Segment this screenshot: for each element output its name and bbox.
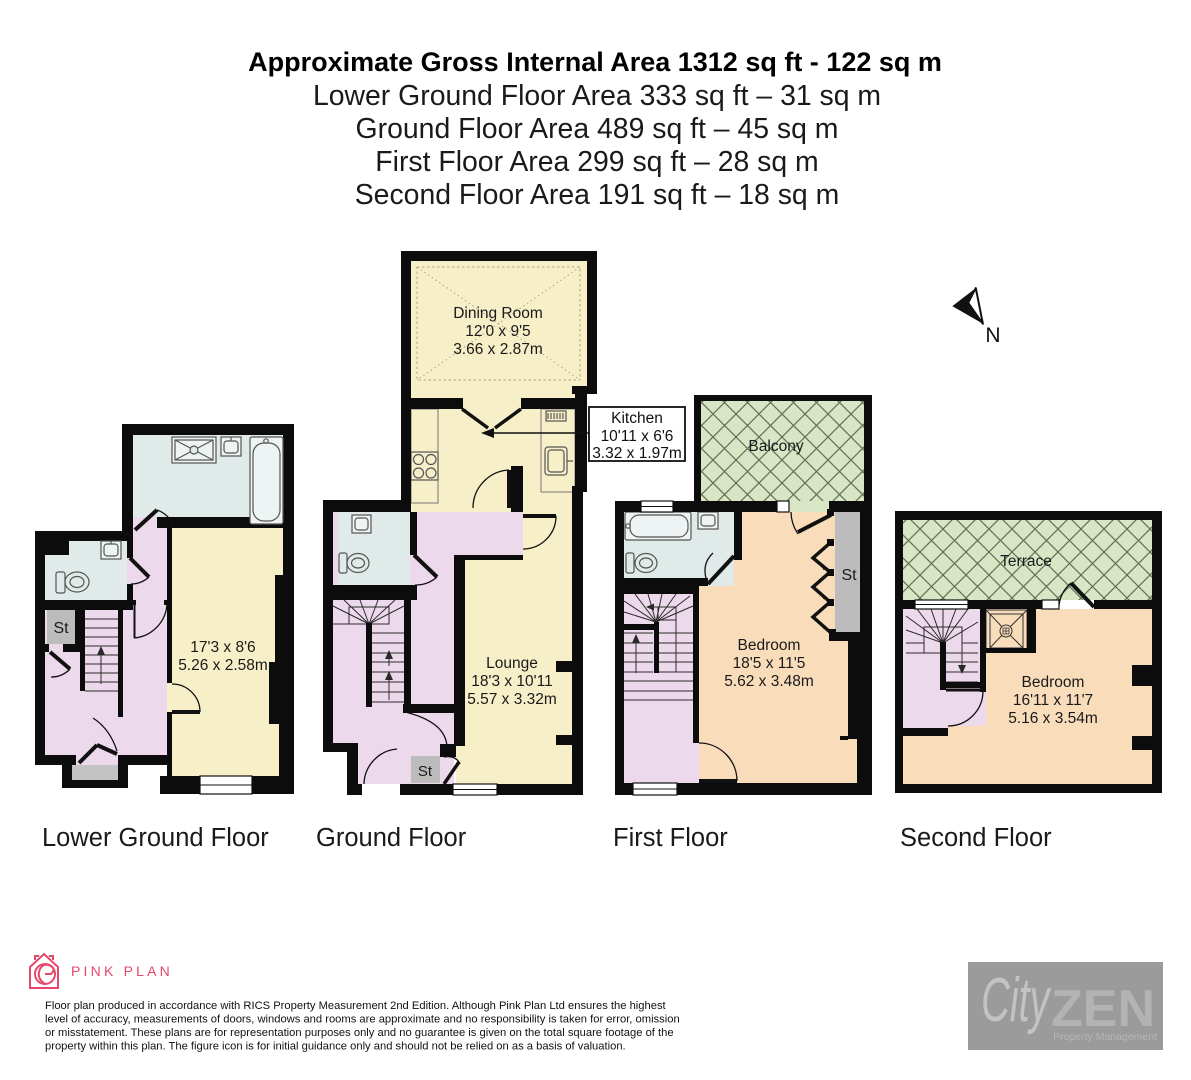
svg-text:Terrace: Terrace: [1000, 553, 1052, 570]
svg-text:ZEN: ZEN: [1051, 980, 1155, 1038]
svg-text:16'11 x 11'7: 16'11 x 11'7: [1013, 692, 1093, 709]
svg-text:3.66 x 2.87m: 3.66 x 2.87m: [453, 341, 543, 358]
svg-text:5.26 x 2.58m: 5.26 x 2.58m: [178, 657, 268, 674]
svg-text:Balcony: Balcony: [748, 438, 803, 455]
svg-text:3.32 x 1.97m: 3.32 x 1.97m: [592, 445, 682, 462]
svg-text:Bedroom: Bedroom: [1022, 674, 1085, 691]
svg-text:Property Management: Property Management: [1053, 1031, 1157, 1043]
svg-text:5.57 x 3.32m: 5.57 x 3.32m: [467, 691, 557, 708]
svg-text:St: St: [418, 763, 433, 780]
svg-text:5.16 x 3.54m: 5.16 x 3.54m: [1008, 710, 1098, 727]
svg-text:PINK PLAN: PINK PLAN: [71, 963, 173, 979]
svg-text:N: N: [985, 324, 1000, 347]
svg-text:City: City: [981, 966, 1052, 1035]
svg-text:Ground Floor Area 489 sq ft –: Ground Floor Area 489 sq ft – 45 sq m: [356, 113, 839, 145]
svg-text:Lounge: Lounge: [486, 655, 538, 672]
svg-text:Bedroom: Bedroom: [738, 637, 801, 654]
svg-text:or misstatement. These plans a: or misstatement. These plans are for rep…: [45, 1027, 674, 1039]
svg-text:Second Floor: Second Floor: [900, 824, 1052, 852]
svg-text:First Floor Area 299 sq ft – 2: First Floor Area 299 sq ft – 28 sq m: [375, 146, 818, 178]
svg-text:Floor plan produced in accorda: Floor plan produced in accordance with R…: [45, 1000, 667, 1012]
svg-text:Lower Ground Floor Area 333 sq: Lower Ground Floor Area 333 sq ft – 31 s…: [313, 80, 881, 112]
svg-text:Second Floor Area 191 sq ft –: Second Floor Area 191 sq ft – 18 sq m: [355, 179, 840, 211]
svg-text:Approximate Gross Internal Are: Approximate Gross Internal Area 1312 sq …: [248, 47, 942, 77]
svg-text:First Floor: First Floor: [613, 824, 728, 852]
svg-text:Kitchen: Kitchen: [611, 410, 663, 427]
svg-text:Ground Floor: Ground Floor: [316, 824, 467, 852]
svg-text:5.62 x 3.48m: 5.62 x 3.48m: [724, 673, 814, 690]
svg-text:St: St: [53, 620, 69, 637]
svg-text:Lower Ground Floor: Lower Ground Floor: [42, 824, 269, 852]
svg-text:18'3 x 10'11: 18'3 x 10'11: [471, 673, 552, 690]
svg-text:17'3 x 8'6: 17'3 x 8'6: [190, 639, 255, 656]
svg-text:12'0 x 9'5: 12'0 x 9'5: [465, 323, 530, 340]
svg-text:St: St: [841, 567, 857, 584]
svg-text:18'5 x 11'5: 18'5 x 11'5: [733, 655, 806, 672]
svg-text:level of accuracy, measurement: level of accuracy, measurements of doors…: [45, 1014, 680, 1026]
svg-text:10'11 x 6'6: 10'11 x 6'6: [601, 428, 674, 445]
svg-text:property within this plan. The: property within this plan. The figure ic…: [45, 1041, 626, 1053]
svg-text:Dining Room: Dining Room: [453, 305, 543, 322]
